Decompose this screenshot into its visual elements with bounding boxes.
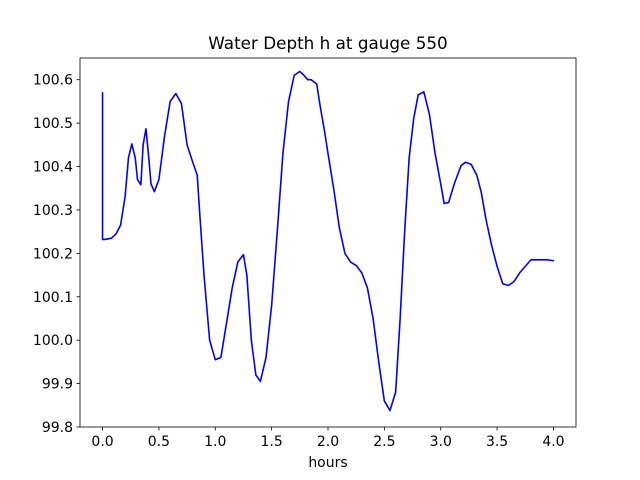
y-tick-label: 100.1 xyxy=(33,290,73,306)
x-tick-label: 4.0 xyxy=(542,434,564,450)
y-tick-label: 100.6 xyxy=(33,73,73,89)
x-tick-label: 2.0 xyxy=(317,434,339,450)
y-tick-label: 99.9 xyxy=(42,377,73,393)
series-line xyxy=(101,70,555,412)
x-tick-label: 3.5 xyxy=(486,434,508,450)
y-tick-label: 100.5 xyxy=(33,116,73,132)
chart-title: Water Depth h at gauge 550 xyxy=(208,33,447,53)
x-tick-label: 3.0 xyxy=(430,434,452,450)
plot-area xyxy=(101,70,555,412)
x-tick-label: 2.5 xyxy=(373,434,395,450)
y-tick-label: 100.2 xyxy=(33,246,73,262)
x-tick-label: 1.5 xyxy=(261,434,283,450)
y-tick-label: 100.4 xyxy=(33,160,73,176)
x-tick-label: 1.0 xyxy=(204,434,226,450)
x-tick-label: 0.5 xyxy=(148,434,170,450)
y-tick-label: 100.3 xyxy=(33,203,73,219)
y-tick-label: 100.0 xyxy=(33,333,73,349)
x-tick-label: 0.0 xyxy=(91,434,113,450)
plot-frame xyxy=(79,57,577,428)
x-axis-label: hours xyxy=(308,455,347,471)
x-axis: 0.0 0.5 1.0 1.5 2.0 2.5 3.0 3.5 4.0 xyxy=(91,427,565,450)
y-axis: 99.8 99.9 100.0 100.1 100.2 100.3 100.4 100.5 10… xyxy=(33,73,80,436)
y-tick-label: 99.8 xyxy=(42,420,73,436)
